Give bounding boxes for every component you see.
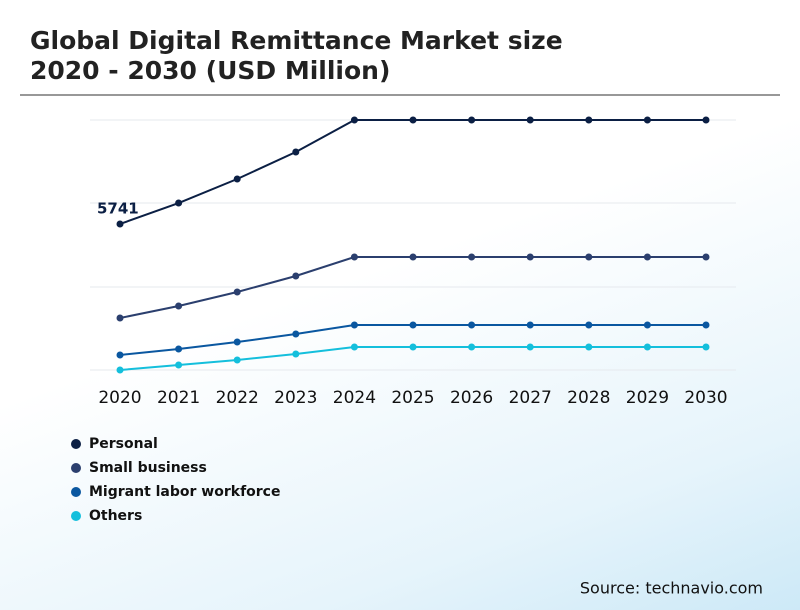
source: Source: technavio.com — [580, 579, 763, 598]
x-tick-label: 2024 — [333, 388, 376, 408]
legend-label: Personal — [89, 436, 158, 452]
point — [175, 199, 183, 207]
legend-marker — [71, 439, 81, 449]
x-tick-label: 2023 — [274, 388, 317, 408]
point — [409, 253, 417, 261]
series-line — [119, 256, 706, 319]
x-tick-label: 2020 — [98, 388, 141, 408]
point — [233, 288, 241, 296]
point — [585, 343, 593, 351]
legend-marker — [71, 463, 81, 473]
point — [409, 321, 417, 329]
legend-marker — [71, 487, 81, 497]
point — [116, 314, 124, 322]
x-tick-label: 2030 — [684, 388, 727, 408]
point — [585, 253, 593, 261]
point — [643, 343, 651, 351]
legend-label: Migrant labor workforce — [89, 484, 280, 500]
point — [409, 343, 417, 351]
legend-label: Others — [89, 508, 142, 524]
point — [526, 343, 534, 351]
point — [643, 253, 651, 261]
x-tick-label: 2025 — [391, 388, 434, 408]
point — [292, 148, 300, 156]
point — [175, 345, 183, 353]
x-tick-label: 2021 — [157, 388, 200, 408]
x-tick-label: 2022 — [216, 388, 259, 408]
point — [468, 343, 476, 351]
point — [409, 116, 417, 124]
point — [702, 343, 710, 351]
point — [175, 361, 183, 369]
point — [233, 175, 241, 183]
point — [702, 321, 710, 329]
point — [116, 366, 124, 374]
legend-marker — [71, 511, 81, 521]
point — [292, 272, 300, 280]
x-tick-label: 2026 — [450, 388, 493, 408]
point — [468, 253, 476, 261]
chart-title-line: Global Digital Remittance Market size — [30, 26, 563, 55]
point — [585, 116, 593, 124]
point — [468, 116, 476, 124]
point — [116, 220, 124, 228]
x-tick-label: 2027 — [509, 388, 552, 408]
point — [292, 350, 300, 358]
point — [702, 253, 710, 261]
point — [350, 116, 358, 124]
point — [702, 116, 710, 124]
point — [643, 116, 651, 124]
x-tick-label: 2028 — [567, 388, 610, 408]
point — [468, 321, 476, 329]
point — [350, 343, 358, 351]
point — [350, 253, 358, 261]
point — [175, 302, 183, 310]
point — [350, 321, 358, 329]
point — [526, 253, 534, 261]
point — [233, 356, 241, 364]
grid — [90, 119, 736, 371]
x-tick-label: 2029 — [626, 388, 669, 408]
data-label: 5741 — [97, 199, 139, 217]
point — [292, 330, 300, 338]
point — [233, 338, 241, 346]
point — [526, 321, 534, 329]
point — [526, 116, 534, 124]
legend-label: Small business — [89, 460, 207, 476]
point — [116, 351, 124, 359]
point — [643, 321, 651, 329]
series-line — [119, 119, 706, 225]
chart-title-line: 2020 - 2030 (USD Million) — [30, 56, 390, 85]
point — [585, 321, 593, 329]
